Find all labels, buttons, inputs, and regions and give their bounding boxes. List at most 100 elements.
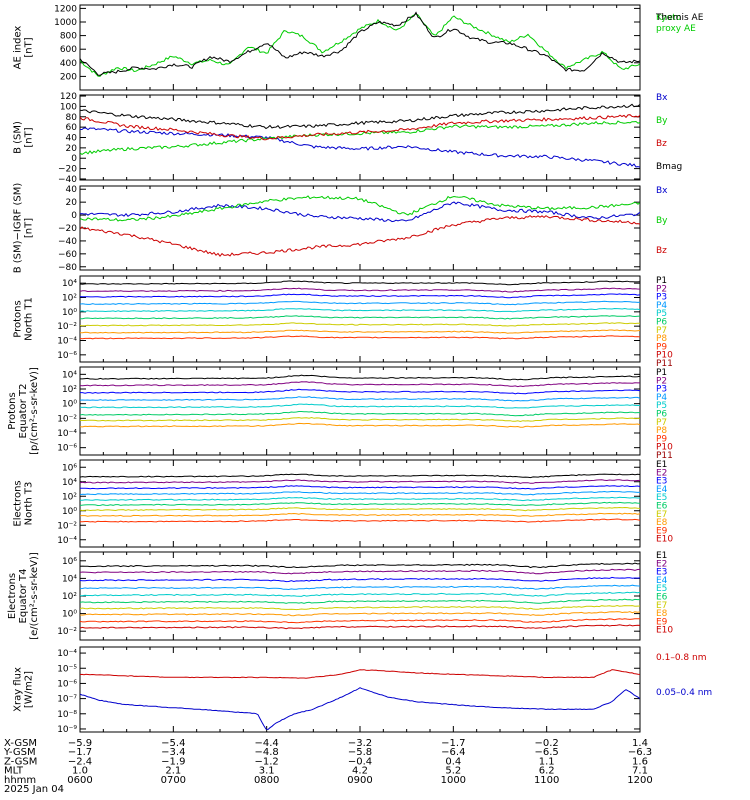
y-tick-label: 1000 <box>54 18 77 28</box>
legend-entry: E8 <box>656 609 668 619</box>
legend-entry: P1 <box>656 276 667 286</box>
channel-line <box>80 307 640 313</box>
y-tick-label: −80 <box>58 263 77 273</box>
x-axis-value: −1.7 <box>68 747 92 758</box>
channel-line <box>80 374 640 381</box>
channel-line <box>80 604 640 611</box>
y-axis-label: [nT] <box>24 37 35 57</box>
y-tick-label: −20 <box>58 165 77 175</box>
legend-entry: P7 <box>656 326 667 336</box>
y-tick-label: 800 <box>60 32 77 42</box>
x-axis-value: −3.2 <box>348 738 372 749</box>
y-axis-label: AE index <box>13 26 24 70</box>
x-axis-value: 0800 <box>254 775 279 786</box>
series-line <box>80 11 640 76</box>
x-axis-value: 1200 <box>627 775 652 786</box>
legend-entry: E6 <box>656 502 668 512</box>
series-line <box>80 127 640 168</box>
y-axis-label: North T1 <box>24 297 35 341</box>
channel-line <box>80 496 640 502</box>
legend-entry: E9 <box>656 526 668 536</box>
y-tick-label: 0 <box>71 154 77 164</box>
legend-entry: E10 <box>656 626 673 636</box>
y-tick-label: 10⁻⁵ <box>57 664 77 674</box>
channel-line <box>80 618 640 624</box>
y-axis-label: [nT] <box>24 218 35 238</box>
channel-line <box>80 598 640 604</box>
x-axis-row-label: Z-GSM <box>4 756 37 767</box>
x-axis-value: −4.8 <box>255 747 279 758</box>
y-tick-label: 40 <box>66 185 78 195</box>
series-line <box>80 120 640 155</box>
legend-entry: P6 <box>656 318 667 328</box>
y-tick-label: 10⁴ <box>62 279 77 289</box>
legend-entry: E7 <box>656 601 667 611</box>
series-line <box>80 687 640 731</box>
panel-electrons_equator: 10⁶ 10⁴ 10² 10⁰ 10⁻² Electrons Equator T4 [e/(c… <box>7 551 673 641</box>
legend-entry: P11 <box>656 451 673 461</box>
y-tick-label: 10⁻⁶ <box>57 679 77 689</box>
date-label: 2025 Jan 04 <box>4 784 64 795</box>
series-line <box>80 114 640 141</box>
series-line <box>80 669 640 679</box>
y-axis-label: B (SM)−IGRF (SM) <box>13 183 24 274</box>
y-tick-label: 10² <box>62 592 77 602</box>
y-tick-label: 100 <box>60 102 77 112</box>
y-tick-label: 10⁻⁴ <box>57 429 77 439</box>
legend-entry: E5 <box>656 584 667 594</box>
x-axis-value: 1.0 <box>72 766 88 777</box>
channel-line <box>80 300 640 306</box>
y-tick-label: 10⁻² <box>57 521 77 531</box>
panel-frame <box>79 275 641 363</box>
y-tick-label: 10⁻⁴ <box>57 337 77 347</box>
y-tick-label: −40 <box>58 175 77 185</box>
x-axis-value: 0700 <box>161 775 186 786</box>
channel-line <box>80 501 640 507</box>
x-axis-value: 3.1 <box>259 766 275 777</box>
legend-entry: P4 <box>656 393 667 403</box>
y-axis-label: [W/m2] <box>24 671 35 708</box>
y-tick-label: 10⁴ <box>62 370 77 380</box>
x-axis-value: 1100 <box>534 775 559 786</box>
series-line <box>80 103 640 130</box>
legend-entry: E7 <box>656 510 667 520</box>
channel-line <box>80 584 640 591</box>
x-axis-row-label: Y-GSM <box>3 747 36 758</box>
x-axis-value: 4.2 <box>352 766 368 777</box>
x-axis-value: −0.4 <box>348 756 372 767</box>
channel-line <box>80 416 640 423</box>
y-tick-label: 10⁰ <box>62 308 77 318</box>
series-line <box>80 195 640 222</box>
legend-entry: P10 <box>656 443 673 453</box>
channel-line <box>80 611 640 617</box>
series-line <box>80 201 640 223</box>
legend-entry: Bz <box>656 139 667 149</box>
legend-entry: P5 <box>656 401 667 411</box>
channel-line <box>80 562 640 569</box>
legend-entry: P6 <box>656 410 667 420</box>
series-line <box>80 214 640 258</box>
channel-line <box>80 315 640 320</box>
y-tick-label: 10⁻² <box>57 627 77 637</box>
legend-entry: P7 <box>656 418 667 428</box>
y-tick-label: 400 <box>60 59 77 69</box>
x-axis-value: 1.6 <box>632 756 648 767</box>
x-axis-value: 0900 <box>347 775 372 786</box>
y-tick-label: 10⁻⁶ <box>57 351 77 361</box>
legend-entry: E2 <box>656 559 667 569</box>
channel-line <box>80 512 640 517</box>
y-tick-label: 10⁴ <box>62 574 77 584</box>
legend-entry: Bx <box>656 186 668 196</box>
panel-frame <box>79 4 641 91</box>
legend-entry: P4 <box>656 301 667 311</box>
y-tick-label: 10² <box>62 385 77 395</box>
y-axis-label: [p/(cm²-s-sr-keV)] <box>29 367 40 455</box>
legend-entry: P1 <box>656 368 667 378</box>
legend-entry: E3 <box>656 477 667 487</box>
y-tick-label: 60 <box>66 123 78 133</box>
panel-xray: 10⁻⁴ 10⁻⁵ 10⁻⁶ 10⁻⁷ 10⁻⁸ 10⁻⁹ Xray flux [W/m2] 0… <box>13 646 712 735</box>
y-tick-label: 10⁻⁴ <box>57 536 77 546</box>
legend-entry: E8 <box>656 518 668 528</box>
legend-entry: P2 <box>656 284 667 294</box>
